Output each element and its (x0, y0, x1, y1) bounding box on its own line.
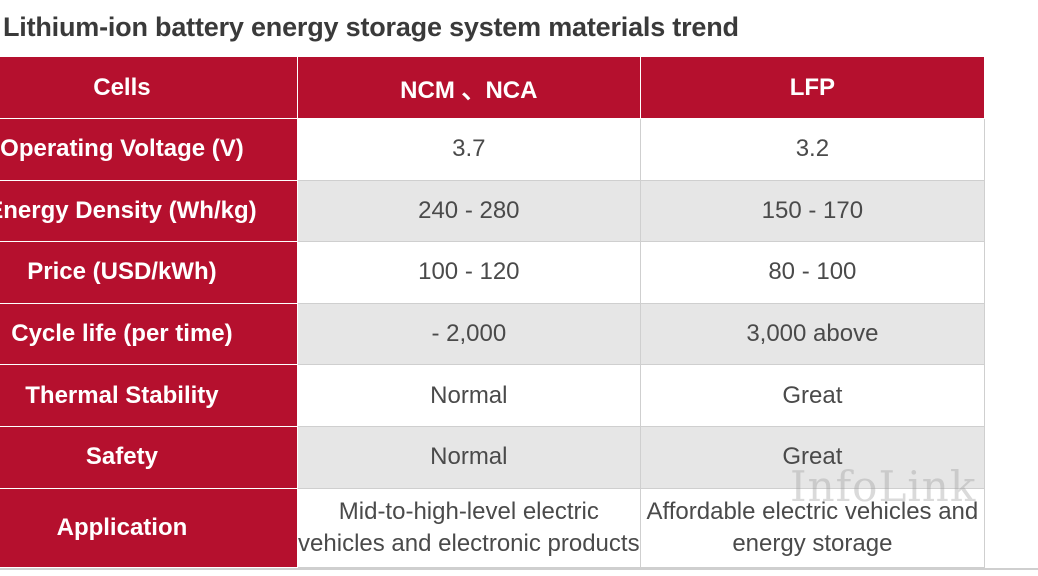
ncm-value: Mid-to-high-level electric vehicles and … (297, 488, 641, 568)
row-label: Cycle life (per time) (0, 303, 298, 366)
header-lfp: LFP (640, 57, 986, 119)
row-label: Operating Voltage (V) (0, 118, 298, 181)
ncm-value: - 2,000 (297, 303, 641, 366)
ncm-value: 240 - 280 (297, 180, 641, 243)
comparison-table: Cells NCM 、NCA LFP Operating Voltage (V)… (0, 57, 986, 568)
row-label: Energy Density (Wh/kg) (0, 180, 298, 243)
lfp-value: 150 - 170 (640, 180, 986, 243)
row-label: Safety (0, 426, 298, 489)
row-label: Price (USD/kWh) (0, 241, 298, 304)
row-label: Thermal Stability (0, 364, 298, 427)
table-row: Application Mid-to-high-level electric v… (0, 488, 986, 568)
header-ncm-nca: NCM 、NCA (297, 57, 641, 119)
table-row: Safety Normal Great (0, 426, 986, 489)
ncm-value: Normal (297, 426, 641, 489)
lfp-value: 3,000 above (640, 303, 986, 366)
table-row: Thermal Stability Normal Great (0, 364, 986, 427)
lfp-value: Great (640, 426, 986, 489)
ncm-value: Normal (297, 364, 641, 427)
lfp-value: 3.2 (640, 118, 986, 181)
table-row: Cycle life (per time) - 2,000 3,000 abov… (0, 303, 986, 366)
table-row: Energy Density (Wh/kg) 240 - 280 150 - 1… (0, 180, 986, 243)
ncm-value: 3.7 (297, 118, 641, 181)
lfp-value: 80 - 100 (640, 241, 986, 304)
lfp-value: Great (640, 364, 986, 427)
table-row: Operating Voltage (V) 3.7 3.2 (0, 118, 986, 181)
comparison-table-container: Cells NCM 、NCA LFP Operating Voltage (V)… (0, 57, 1038, 568)
page-title: Lithium-ion battery energy storage syste… (3, 12, 739, 42)
table-header-row: Cells NCM 、NCA LFP (0, 57, 986, 119)
ncm-value: 100 - 120 (297, 241, 641, 304)
row-label: Application (0, 488, 298, 568)
table-row: Price (USD/kWh) 100 - 120 80 - 100 (0, 241, 986, 304)
lfp-value: Affordable electric vehicles and energy … (640, 488, 986, 568)
header-cells: Cells (0, 57, 298, 119)
table-bottom-divider (0, 568, 1038, 570)
